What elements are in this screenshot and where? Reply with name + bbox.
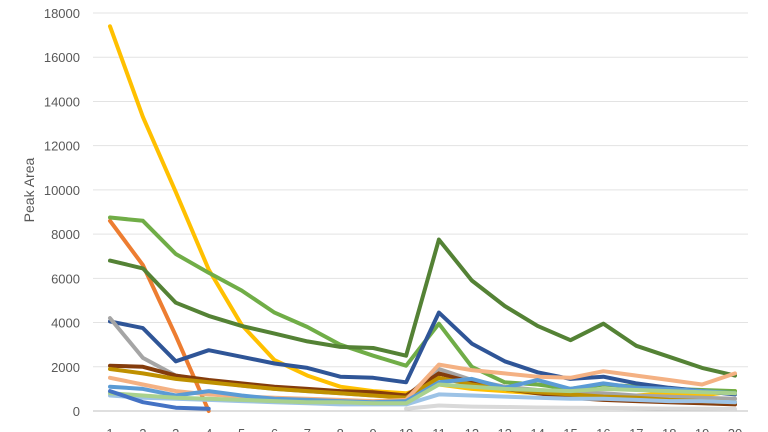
y-tick-label: 14000 bbox=[44, 94, 80, 109]
x-tick-label: 3 bbox=[172, 426, 179, 432]
x-tick-label: 17 bbox=[629, 426, 643, 432]
series-line-13 bbox=[108, 389, 211, 411]
x-tick-label: 2 bbox=[139, 426, 146, 432]
x-tick-label: 13 bbox=[498, 426, 512, 432]
x-tick-label: 6 bbox=[271, 426, 278, 432]
y-tick-label: 4000 bbox=[51, 316, 80, 331]
y-tick-label: 16000 bbox=[44, 50, 80, 65]
x-tick-label: 15 bbox=[563, 426, 577, 432]
series-line-1 bbox=[108, 24, 737, 398]
series-line-9 bbox=[108, 362, 737, 404]
series-line-5 bbox=[108, 310, 737, 397]
x-tick-label: 1 bbox=[106, 426, 113, 432]
x-tick-label: 16 bbox=[596, 426, 610, 432]
y-tick-label: 0 bbox=[73, 404, 80, 419]
series-line-2 bbox=[108, 218, 211, 413]
x-tick-label: 4 bbox=[205, 426, 212, 432]
x-tick-label: 14 bbox=[530, 426, 544, 432]
series-lines bbox=[108, 24, 737, 413]
x-tick-label: 18 bbox=[662, 426, 676, 432]
x-axis-ticks: 1234567891011121314151617181920 bbox=[106, 426, 742, 432]
x-tick-label: 9 bbox=[370, 426, 377, 432]
series-line-14 bbox=[404, 403, 737, 411]
y-axis-label: Peak Area bbox=[21, 157, 37, 222]
y-tick-label: 8000 bbox=[51, 227, 80, 242]
x-tick-label: 5 bbox=[238, 426, 245, 432]
x-tick-label: 20 bbox=[728, 426, 742, 432]
y-axis-ticks: 0 2000 4000 6000 8000 10000 12000 14000 16000 180… bbox=[44, 6, 80, 419]
x-tick-label: 10 bbox=[399, 426, 413, 432]
x-tick-label: 19 bbox=[695, 426, 709, 432]
series-line-12 bbox=[108, 382, 737, 406]
series-line-8 bbox=[108, 367, 737, 405]
x-tick-label: 8 bbox=[337, 426, 344, 432]
x-tick-label: 11 bbox=[432, 426, 446, 432]
x-tick-label: 7 bbox=[304, 426, 311, 432]
gridlines bbox=[93, 12, 748, 412]
y-tick-label: 10000 bbox=[44, 183, 80, 198]
y-tick-label: 2000 bbox=[51, 360, 80, 375]
y-tick-label: 18000 bbox=[44, 6, 80, 21]
y-tick-label: 6000 bbox=[51, 271, 80, 286]
x-tick-label: 12 bbox=[465, 426, 479, 432]
series-line-4 bbox=[108, 237, 737, 378]
y-tick-label: 12000 bbox=[44, 139, 80, 154]
